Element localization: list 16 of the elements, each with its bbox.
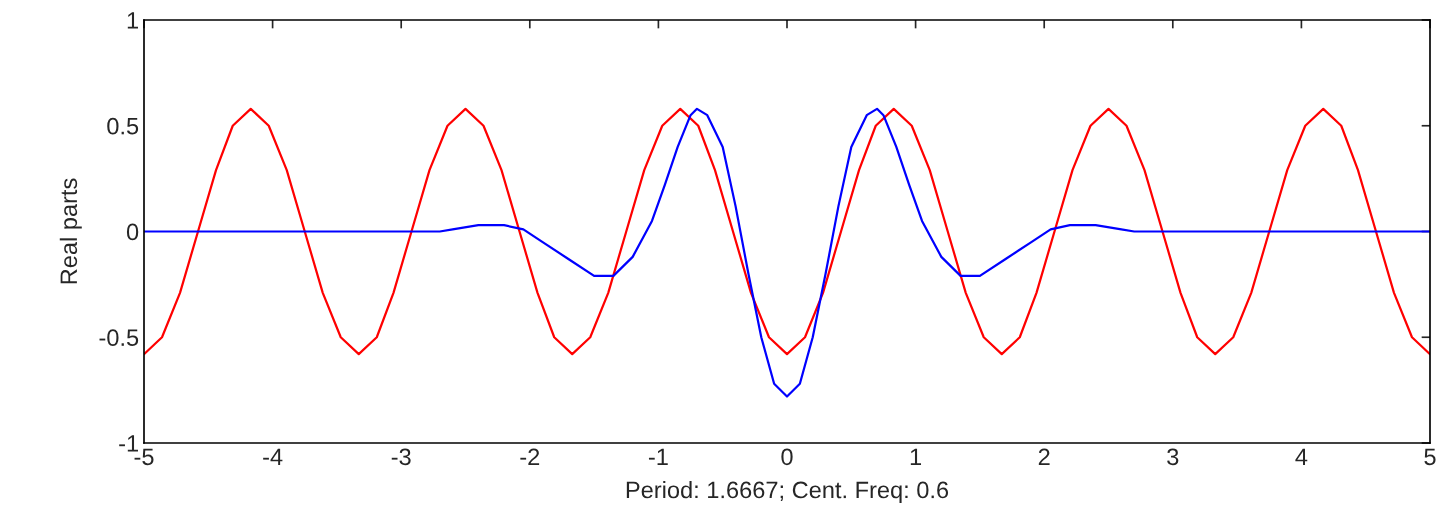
x-tick-label: -3 bbox=[391, 448, 411, 466]
x-tick-label: 2 bbox=[1038, 448, 1050, 465]
x-tick-label: 5 bbox=[1424, 448, 1436, 466]
x-tick-label: 4 bbox=[1295, 448, 1308, 465]
y-tick-label: 1 bbox=[127, 12, 138, 29]
x-axis-title: Period: 1.6667; Cent. Freq: 0.6 bbox=[626, 480, 949, 503]
x-tick-label: 3 bbox=[1167, 448, 1179, 466]
y-tick-label: 0 bbox=[126, 223, 139, 241]
x-tick-label: -2 bbox=[520, 448, 540, 465]
x-tick-label: -4 bbox=[263, 448, 283, 465]
y-tick-label: -0.5 bbox=[99, 329, 139, 347]
x-tick-label: 1 bbox=[910, 448, 922, 465]
x-tick-label: -1 bbox=[648, 448, 668, 465]
y-tick-label: 0.5 bbox=[107, 117, 139, 135]
x-tick-label: 0 bbox=[781, 448, 793, 466]
y-axis-title: Real parts bbox=[59, 178, 82, 284]
